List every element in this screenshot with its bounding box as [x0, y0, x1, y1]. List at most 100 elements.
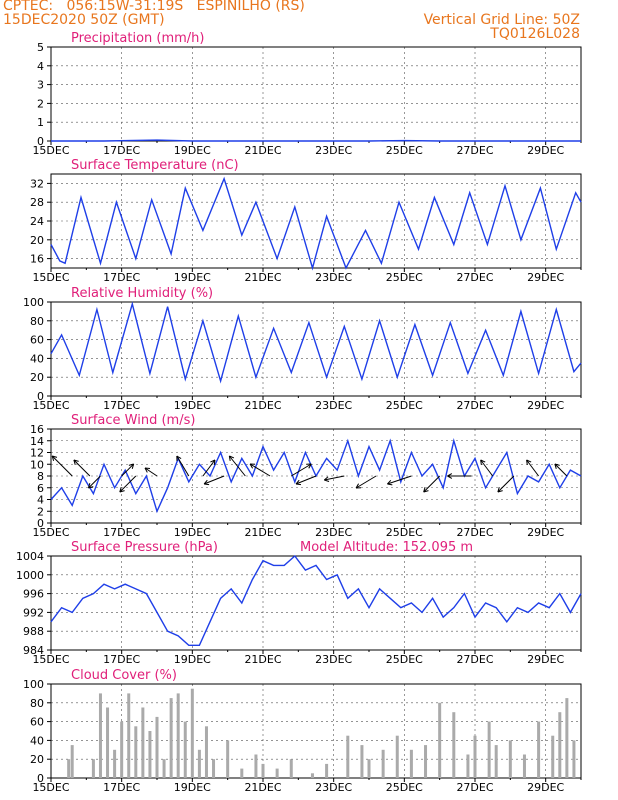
wind-arrow [387, 475, 412, 485]
cloud-bar [212, 759, 216, 778]
panel-5-ytick-label: 984 [23, 644, 44, 657]
panel-2-frame [50, 173, 582, 269]
panel-1-xtick-label: 25DEC [386, 144, 423, 157]
panel-3-xtick-label: 29DEC [527, 399, 564, 412]
panel-2-xtick-label: 15DEC [32, 271, 69, 284]
header-grid-note: Vertical Grid Line: 50Z [423, 12, 580, 28]
panel-5-xtick-label: 17DEC [103, 653, 140, 666]
panel-4-ytick-label: 4 [37, 494, 44, 507]
cloud-bar [240, 768, 244, 778]
cloud-bar [275, 768, 279, 778]
cloud-bar [91, 759, 95, 778]
panel-5-xtick-label: 15DEC [32, 653, 69, 666]
panel-5-xtick-label: 27DEC [456, 653, 493, 666]
wind-arrow [88, 475, 101, 489]
wind-arrow-head [526, 459, 528, 466]
wind-arrow [203, 475, 225, 485]
panel-5-series-line [50, 554, 582, 646]
wind-arrow [497, 475, 515, 493]
panel-2-xtick-label: 27DEC [456, 271, 493, 284]
wind-arrow [51, 455, 73, 477]
panel-1-xtick-label: 19DEC [174, 144, 211, 157]
panel-4-xtick-label: 19DEC [174, 526, 211, 539]
wind-arrow-head [447, 473, 453, 477]
wind-arrow [324, 475, 345, 481]
panel-5-xtick-label: 29DEC [527, 653, 564, 666]
wind-arrow [291, 463, 312, 477]
wind-arrow-head [131, 463, 135, 469]
cloud-bar [395, 735, 399, 778]
panel-4-ytick-label: 0 [37, 517, 44, 530]
panel-4-xtick-label: 15DEC [32, 526, 69, 539]
panel-3-xtick-label: 27DEC [456, 399, 493, 412]
header-model-id: TQ0126L028 [490, 26, 580, 42]
wind-arrow-head [229, 455, 235, 459]
panel-6-xtick-label: 23DEC [315, 781, 352, 794]
panel-4-ytick-label: 12 [30, 447, 44, 460]
panel-3-ytick-label: 20 [30, 371, 44, 384]
panel-5-ytick-label: 992 [23, 606, 44, 619]
panel-6-xtick-label: 19DEC [174, 781, 211, 794]
panel-4-ytick-label: 16 [30, 423, 44, 436]
panel-2-xtick-label: 23DEC [315, 271, 352, 284]
cloud-bar [572, 740, 576, 778]
cloud-bar [169, 698, 173, 778]
wind-arrow-head [387, 483, 393, 486]
panel-4-xtick-label: 23DEC [315, 526, 352, 539]
wind-arrow-head [447, 475, 453, 479]
cloud-bar [325, 763, 329, 778]
panel-5-subtitle: Model Altitude: 152.095 m [300, 540, 473, 555]
panel-4-xtick-label: 25DEC [386, 526, 423, 539]
cloud-bar [155, 716, 159, 778]
panel-3-xtick-label: 21DEC [244, 399, 281, 412]
cloud-bar [473, 735, 477, 778]
panel-3-xtick-label: 23DEC [315, 399, 352, 412]
panel-4-ytick-label: 6 [37, 482, 44, 495]
wind-arrow-head [176, 455, 182, 459]
panel-5-frame [50, 555, 582, 651]
cloud-bar [162, 759, 166, 778]
wind-arrow-head [355, 483, 360, 489]
wind-arrow-head [52, 455, 58, 458]
panel-4-ytick-label: 14 [30, 435, 44, 448]
panel-2-ytick-label: 20 [30, 234, 44, 247]
wind-arrow-head [554, 463, 560, 466]
cloud-bar [424, 745, 428, 778]
panel-2-ytick-label: 24 [30, 215, 44, 228]
cloud-bar [346, 735, 350, 778]
cloud-bar [67, 759, 71, 778]
cloud-bar [204, 726, 208, 778]
header-run-time: 15DEC2020 50Z (GMT) [3, 12, 165, 28]
wind-arrow [119, 475, 137, 493]
wind-arrow-head [87, 483, 91, 489]
wind-arrow-head [51, 455, 55, 461]
cloud-bar [381, 749, 385, 778]
panel-1-xtick-label: 23DEC [315, 144, 352, 157]
cloud-bar [261, 763, 265, 778]
wind-arrow-head [249, 463, 254, 469]
cloud-bar [134, 726, 138, 778]
panel-1-ytick-label: 4 [37, 60, 44, 73]
panel-6-ytick-label: 60 [30, 716, 44, 729]
cloud-bar [190, 688, 194, 778]
panel-4-ytick-label: 2 [37, 505, 44, 518]
wind-arrow-head [73, 459, 79, 462]
panel-2-xtick-label: 21DEC [244, 271, 281, 284]
panel-2-ytick-label: 16 [30, 253, 44, 266]
panel-4-xtick-label: 21DEC [244, 526, 281, 539]
wind-arrow [121, 463, 135, 477]
panel-6-xtick-label: 21DEC [244, 781, 281, 794]
panel-4-ytick-label: 10 [30, 458, 44, 471]
panel-5-ytick-label: 996 [23, 588, 44, 601]
cloud-bar [183, 721, 187, 778]
wind-arrow [355, 475, 377, 489]
panel-5-xtick-label: 23DEC [315, 653, 352, 666]
wind-arrow-head [497, 487, 500, 493]
panel-6-ytick-label: 40 [30, 734, 44, 747]
panel-2-xtick-label: 25DEC [386, 271, 423, 284]
wind-arrow [480, 459, 494, 477]
cloud-bar [113, 749, 117, 778]
panel-4-title: Surface Wind (m/s) [71, 413, 195, 428]
wind-arrow-head [323, 476, 329, 481]
panel-3-xtick-label: 17DEC [103, 399, 140, 412]
